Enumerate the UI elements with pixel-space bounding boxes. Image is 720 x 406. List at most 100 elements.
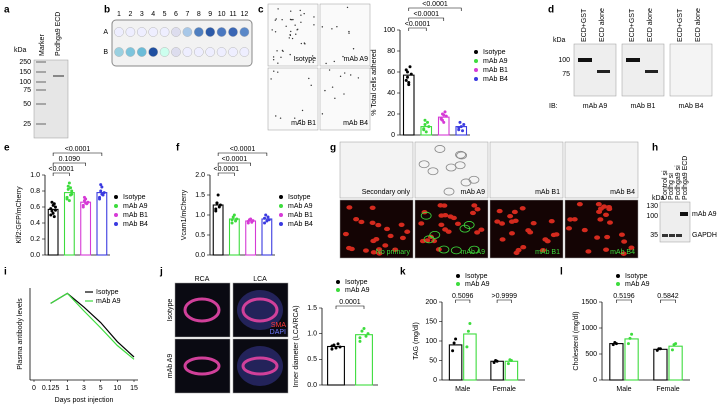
cell (303, 42, 306, 44)
data-point (466, 329, 470, 333)
data-point (251, 219, 255, 223)
legend-swatch (616, 282, 620, 286)
legend-label: Isotype (96, 289, 119, 296)
legend-label: mAb A9 (123, 203, 148, 210)
band-label: mAb A9 (692, 211, 717, 218)
legend-label: mAb B4 (483, 76, 508, 83)
y-tick-label: 0.5 (195, 232, 205, 239)
p-value: <0.0001 (214, 166, 240, 173)
data-point (67, 199, 71, 203)
cell (434, 145, 446, 153)
panel-label: c (258, 5, 264, 16)
legend-label: mAb A9 (288, 203, 313, 210)
cell (423, 235, 435, 244)
nucleus (445, 229, 452, 234)
cell (285, 25, 287, 28)
cell (295, 33, 297, 35)
significance-bracket (217, 162, 251, 166)
cell (300, 42, 303, 45)
significance-bracket (335, 305, 365, 309)
legend-label: mAb A9 (483, 58, 508, 65)
image-label: Secondary only (362, 189, 411, 196)
cell (299, 9, 301, 12)
data-point (263, 221, 267, 225)
data-point (49, 207, 53, 211)
data-point (630, 332, 634, 336)
p-value: <0.0001 (405, 21, 431, 28)
image-label: mAb B1 (291, 120, 316, 127)
cell (311, 55, 314, 57)
image-panel (339, 141, 414, 199)
nucleus (581, 227, 588, 233)
column-label: 10 (218, 11, 226, 18)
data-point (462, 123, 466, 126)
data-point (232, 213, 236, 217)
nucleus (392, 247, 399, 252)
cell (272, 56, 275, 58)
y-tick-label: 40 (387, 90, 395, 97)
panel-label: b (104, 5, 110, 16)
y-tick-label: 80 (387, 48, 395, 55)
cell (418, 160, 430, 169)
data-point (249, 217, 253, 221)
legend-label: Isotype (288, 194, 311, 201)
nucleus (567, 217, 574, 222)
cell (303, 12, 305, 15)
bar (228, 218, 240, 256)
data-point (66, 187, 70, 191)
cell (455, 150, 466, 159)
data-point (452, 341, 456, 345)
panel-label: k (400, 267, 406, 278)
marker-label: 75 (23, 87, 31, 94)
data-point (426, 120, 430, 124)
label: Pcdhga9 ECD (682, 156, 689, 200)
p-value: <0.0001 (422, 1, 448, 8)
blot-band (626, 58, 640, 62)
data-point (459, 125, 463, 129)
nucleus (382, 243, 389, 248)
blot-band (597, 70, 610, 73)
column-label: 4 (151, 11, 155, 18)
marker-label: 250 (19, 59, 31, 66)
data-point (461, 129, 465, 133)
legend-label: mAb B4 (288, 221, 313, 228)
data-point (405, 70, 409, 74)
legend-swatch (336, 280, 340, 284)
y-axis-label: Inner diameter (LCA/RCA) (293, 305, 300, 387)
nucleus (606, 204, 613, 210)
nucleus (595, 201, 602, 207)
y-tick-label: 100 (383, 27, 395, 34)
nucleus (530, 221, 537, 226)
nucleus (376, 247, 383, 252)
nucleus (438, 222, 445, 228)
unit-label: kDa (14, 47, 27, 54)
cell (272, 59, 275, 61)
panel-label: i (4, 267, 7, 278)
nucleus (621, 239, 628, 244)
y-tick-label: 200 (425, 299, 437, 306)
y-tick-label: 1.0 (195, 212, 205, 219)
column-label: 5 (163, 11, 167, 18)
image-panel (267, 3, 319, 67)
cell (450, 246, 462, 255)
cell (334, 97, 336, 100)
x-tick-label: Female (493, 386, 516, 393)
cell (344, 72, 346, 74)
well (193, 27, 204, 37)
data-point (50, 200, 54, 204)
data-line (50, 292, 135, 360)
y-tick-label: 0 (391, 132, 395, 139)
cell (290, 10, 292, 12)
nucleus (469, 210, 476, 216)
nucleus (424, 238, 431, 243)
data-point (506, 362, 510, 366)
blot-band (680, 212, 688, 216)
data-point (53, 205, 57, 209)
y-tick-label: 20 (387, 111, 395, 118)
cell (288, 37, 290, 39)
bar (668, 345, 683, 381)
nucleus (342, 231, 349, 237)
well (216, 27, 227, 37)
cell (300, 14, 302, 16)
data-point (674, 342, 678, 346)
